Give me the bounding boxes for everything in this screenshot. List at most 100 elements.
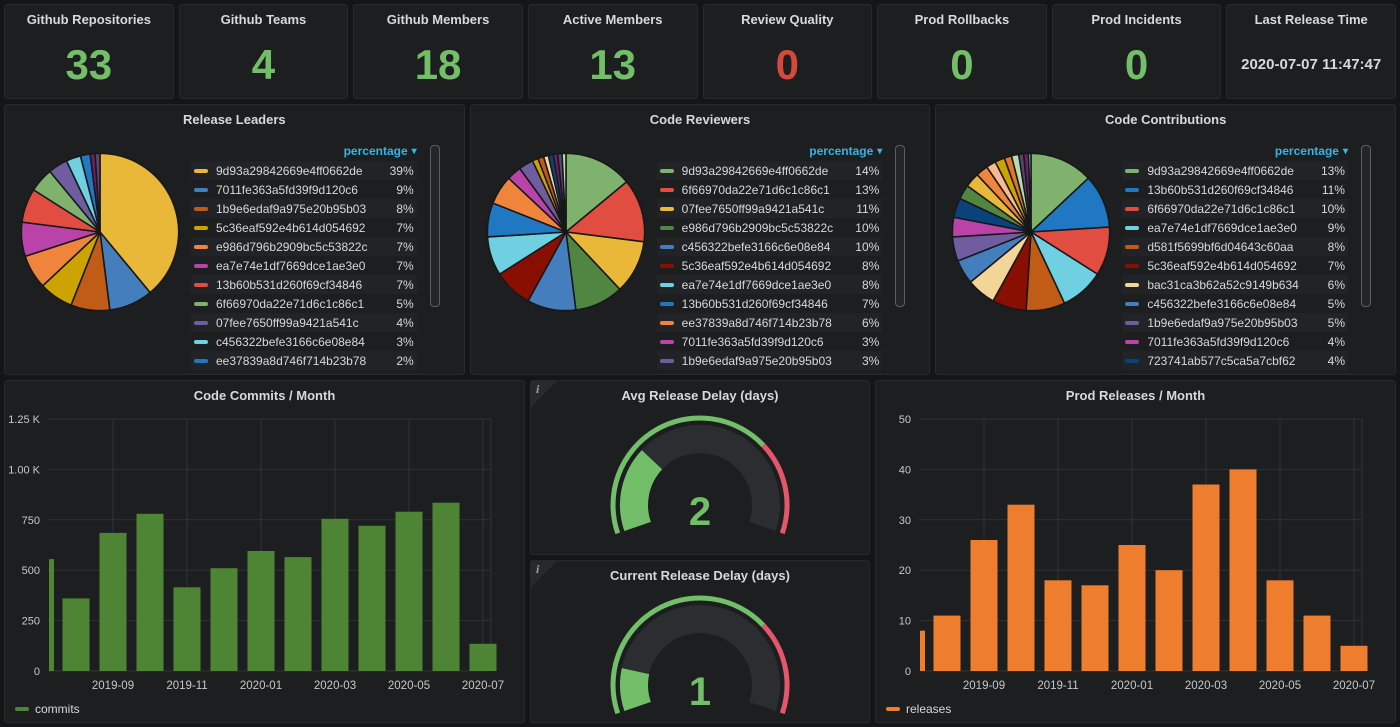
panel-title[interactable]: Release Leaders xyxy=(183,112,286,127)
legend-row[interactable]: 1b9e6edaf9a975e20b95b03 3% xyxy=(656,351,883,370)
legend-row[interactable]: 13b60b531d260f69cf34846 11% xyxy=(1122,180,1348,199)
legend-row[interactable]: bac31ca3b62a52c9149b634 6% xyxy=(1122,275,1348,294)
legend-row[interactable]: 5c36eaf592e4b614d054692 8% xyxy=(657,256,883,275)
panel-title[interactable]: Github Teams xyxy=(220,12,307,27)
bar[interactable] xyxy=(1044,580,1072,671)
panel-title[interactable]: Prod Incidents xyxy=(1091,12,1182,27)
bar[interactable] xyxy=(920,630,925,671)
series-color-swatch xyxy=(194,358,208,363)
bar[interactable] xyxy=(210,568,238,671)
legend-row[interactable]: 6f66970da22e71d6c1c86c1 13% xyxy=(657,180,883,199)
legend-row[interactable]: 9d93a29842669e4ff0662de 39% xyxy=(191,161,417,180)
bar-chart: 0 250 500 750 1.00 K 1.25 K 2019-09 2019-11 2020… xyxy=(8,414,504,692)
legend-percentage: 8% xyxy=(396,201,414,216)
legend-row[interactable]: 07fee7650ff99a9421a541c 11% xyxy=(656,199,883,218)
panel-title[interactable]: Review Quality xyxy=(741,12,834,27)
legend-row[interactable]: 5c36eaf592e4b614d054692 7% xyxy=(1122,256,1348,275)
legend-row[interactable]: 6f66970da22e71d6c1c86c1 5% xyxy=(191,294,417,313)
series-legend-commits[interactable]: commits xyxy=(15,702,80,716)
panel-title[interactable]: Code Reviewers xyxy=(649,112,751,127)
bar[interactable] xyxy=(1192,484,1220,672)
legend-row[interactable]: 1b9e6edaf9a975e20b95b03 5% xyxy=(1122,313,1348,332)
panel-title[interactable]: Avg Release Delay (days) xyxy=(621,388,779,403)
legend-row[interactable]: 6f66970da22e71d6c1c86c1 10% xyxy=(1122,199,1348,218)
bar[interactable] xyxy=(321,518,349,671)
panel-current-release-delay: i Current Release Delay (days) 1 xyxy=(530,560,870,723)
bar[interactable] xyxy=(395,511,423,671)
legend-row[interactable]: 1b9e6edaf9a975e20b95b03 8% xyxy=(191,199,417,218)
gauge-column: i Avg Release Delay (days) 2 i Current R… xyxy=(530,380,870,723)
legend-row[interactable]: 07fee7650ff99a9421a541c 4% xyxy=(191,313,417,332)
legend-row[interactable]: e986d796b2909bc5c53822c 10% xyxy=(657,218,883,237)
legend-sort-header[interactable]: percentage ▾ xyxy=(191,141,417,161)
bar[interactable] xyxy=(49,559,54,671)
panel-title[interactable]: Github Repositories xyxy=(26,12,151,27)
series-legend-releases[interactable]: releases xyxy=(886,702,951,716)
pie-slice[interactable] xyxy=(564,181,646,243)
bar[interactable] xyxy=(432,502,460,671)
panel-title[interactable]: Prod Rollbacks xyxy=(914,12,1010,27)
bar[interactable] xyxy=(247,551,275,671)
legend-row[interactable]: c456322befe3166c6e08e84 3% xyxy=(191,332,417,351)
legend-row[interactable]: c456322befe3166c6e08e84 10% xyxy=(656,237,883,256)
bar[interactable] xyxy=(99,532,127,671)
pie-slice[interactable] xyxy=(94,152,101,233)
stat-panel-prod-rollbacks: Prod Rollbacks 0 xyxy=(877,4,1047,99)
legend-row[interactable]: 723741ab577c5ca5a7cbf62 4% xyxy=(1122,351,1348,370)
series-color-swatch xyxy=(1125,282,1140,287)
bar[interactable] xyxy=(358,525,386,671)
legend-row[interactable]: e986d796b2909bc5c53822c 7% xyxy=(191,237,417,256)
bar[interactable] xyxy=(1229,469,1257,671)
bar[interactable] xyxy=(469,643,497,671)
pie-slice[interactable] xyxy=(1030,152,1090,233)
panel-title[interactable]: Active Members xyxy=(562,12,663,27)
legend-scrollbar[interactable] xyxy=(1360,145,1371,307)
pie-slice[interactable] xyxy=(560,152,567,233)
legend-row[interactable]: 7011fe363a5fd39f9d120c6 4% xyxy=(1122,332,1348,351)
legend-rows: 9d93a29842669e4ff0662de 14% 6f66970da22e71… xyxy=(656,161,883,370)
pie-slice[interactable] xyxy=(564,152,628,233)
legend-row[interactable]: 9d93a29842669e4ff0662de 13% xyxy=(1122,161,1348,180)
legend-row[interactable]: c456322befe3166c6e08e84 5% xyxy=(1122,294,1348,313)
panel-title[interactable]: Github Members xyxy=(386,12,490,27)
panel-title[interactable]: Code Contributions xyxy=(1104,112,1227,127)
bar[interactable] xyxy=(284,557,312,671)
legend-row[interactable]: ee37839a8d746f714b23b78 2% xyxy=(191,351,417,370)
legend-row[interactable]: 5c36eaf592e4b614d054692 7% xyxy=(191,218,417,237)
bar[interactable] xyxy=(1007,504,1035,671)
legend-row[interactable]: 7011fe363a5fd39f9d120c6 9% xyxy=(191,180,417,199)
pie-slice[interactable] xyxy=(99,152,180,294)
bar[interactable] xyxy=(1303,615,1331,671)
legend-row[interactable]: 13b60b531d260f69cf34846 7% xyxy=(657,294,883,313)
legend-sort-header[interactable]: percentage ▾ xyxy=(1122,141,1348,161)
legend-row[interactable]: 7011fe363a5fd39f9d120c6 3% xyxy=(657,332,883,351)
legend-row[interactable]: 9d93a29842669e4ff0662de 14% xyxy=(656,161,883,180)
series-color-swatch xyxy=(659,168,674,173)
bar[interactable] xyxy=(933,615,961,671)
legend-scrollbar[interactable] xyxy=(429,145,440,307)
legend-row[interactable]: ea7e74e1df7669dce1ae3e0 7% xyxy=(191,256,417,275)
pie-chart xyxy=(20,152,180,312)
legend-row[interactable]: 13b60b531d260f69cf34846 7% xyxy=(191,275,417,294)
panel-title[interactable]: Prod Releases / Month xyxy=(1065,388,1206,403)
legend-sort-header[interactable]: percentage ▾ xyxy=(657,141,882,161)
pie-slice[interactable] xyxy=(1028,152,1033,233)
panel-title[interactable]: Current Release Delay (days) xyxy=(610,568,790,583)
bar[interactable] xyxy=(1340,645,1368,671)
bar[interactable] xyxy=(136,513,164,671)
panel-title[interactable]: Code Commits / Month xyxy=(193,388,336,403)
bar[interactable] xyxy=(1266,580,1294,671)
series-color-swatch xyxy=(194,225,208,230)
bar[interactable] xyxy=(1155,570,1183,671)
bar[interactable] xyxy=(970,540,998,671)
panel-title[interactable]: Last Release Time xyxy=(1254,12,1368,27)
bar[interactable] xyxy=(1118,545,1146,671)
legend-row[interactable]: ea7e74e1df7669dce1ae3e0 9% xyxy=(1122,218,1348,237)
bar[interactable] xyxy=(62,598,90,671)
legend-row[interactable]: ee37839a8d746f714b23b78 6% xyxy=(656,313,883,332)
legend-row[interactable]: ea7e74e1df7669dce1ae3e0 8% xyxy=(656,275,883,294)
bar[interactable] xyxy=(173,587,201,671)
bar[interactable] xyxy=(1081,585,1109,671)
legend-scrollbar[interactable] xyxy=(895,145,906,307)
legend-row[interactable]: d581f5699bf6d04643c60aa 8% xyxy=(1122,237,1348,256)
